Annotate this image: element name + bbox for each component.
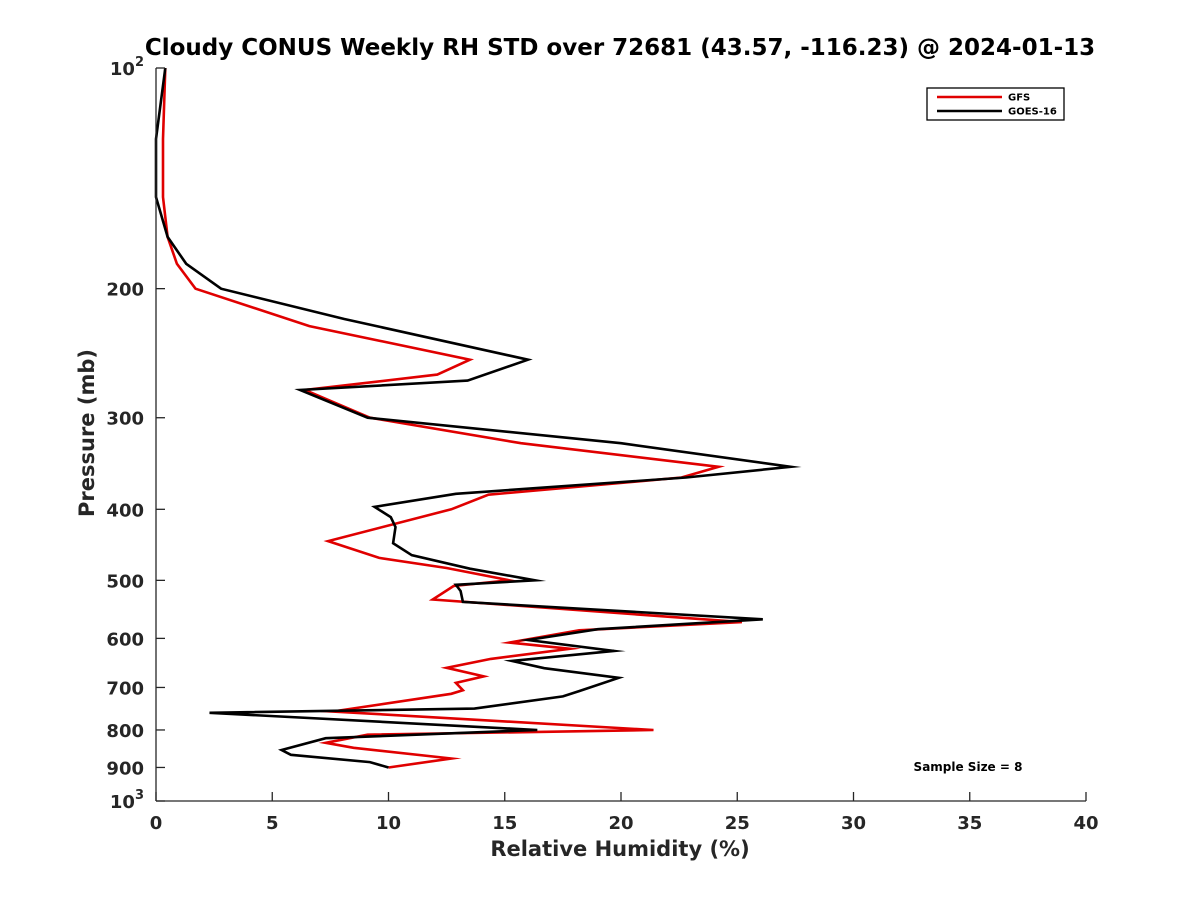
x-tick-label: 15 <box>492 813 517 834</box>
legend-label: GOES-16 <box>1008 107 1057 118</box>
x-tick-label: 35 <box>957 813 982 834</box>
y-tick-label: 200 <box>106 280 144 301</box>
x-tick-label: 5 <box>266 813 279 834</box>
legend: GFS GOES-16 <box>926 87 1065 121</box>
series-layer <box>154 67 802 769</box>
x-tick-label: 30 <box>841 813 866 834</box>
y-tick-label-power: 102 <box>110 55 144 80</box>
x-tick-label: 40 <box>1073 813 1098 834</box>
y-axis-label: Pressure (mb) <box>75 349 99 517</box>
y-tick-label: 400 <box>106 500 144 521</box>
y-tick-label: 600 <box>106 629 144 650</box>
series-line-gfs <box>161 67 742 769</box>
y-tick-label: 500 <box>106 571 144 592</box>
chart-title: Cloudy CONUS Weekly RH STD over 72681 (4… <box>145 35 1095 61</box>
x-tick-label: 10 <box>376 813 401 834</box>
axes: 0 5 10 15 20 25 30 35 40 102 200 300 400 500 600 700 800… <box>106 55 1098 834</box>
legend-box <box>926 87 1065 121</box>
y-tick-label: 900 <box>106 758 144 779</box>
legend-label: GFS <box>1008 93 1030 104</box>
x-tick-label: 0 <box>150 813 163 834</box>
y-tick-label-power: 103 <box>110 788 144 813</box>
x-tick-label: 25 <box>725 813 750 834</box>
y-tick-label: 700 <box>106 678 144 699</box>
series-line-goes-16 <box>154 67 802 769</box>
y-tick-label: 300 <box>106 409 144 430</box>
y-tick-label: 800 <box>106 721 144 742</box>
sample-size-annotation: Sample Size = 8 <box>914 760 1023 774</box>
x-axis-label: Relative Humidity (%) <box>490 837 749 861</box>
x-tick-label: 20 <box>608 813 633 834</box>
